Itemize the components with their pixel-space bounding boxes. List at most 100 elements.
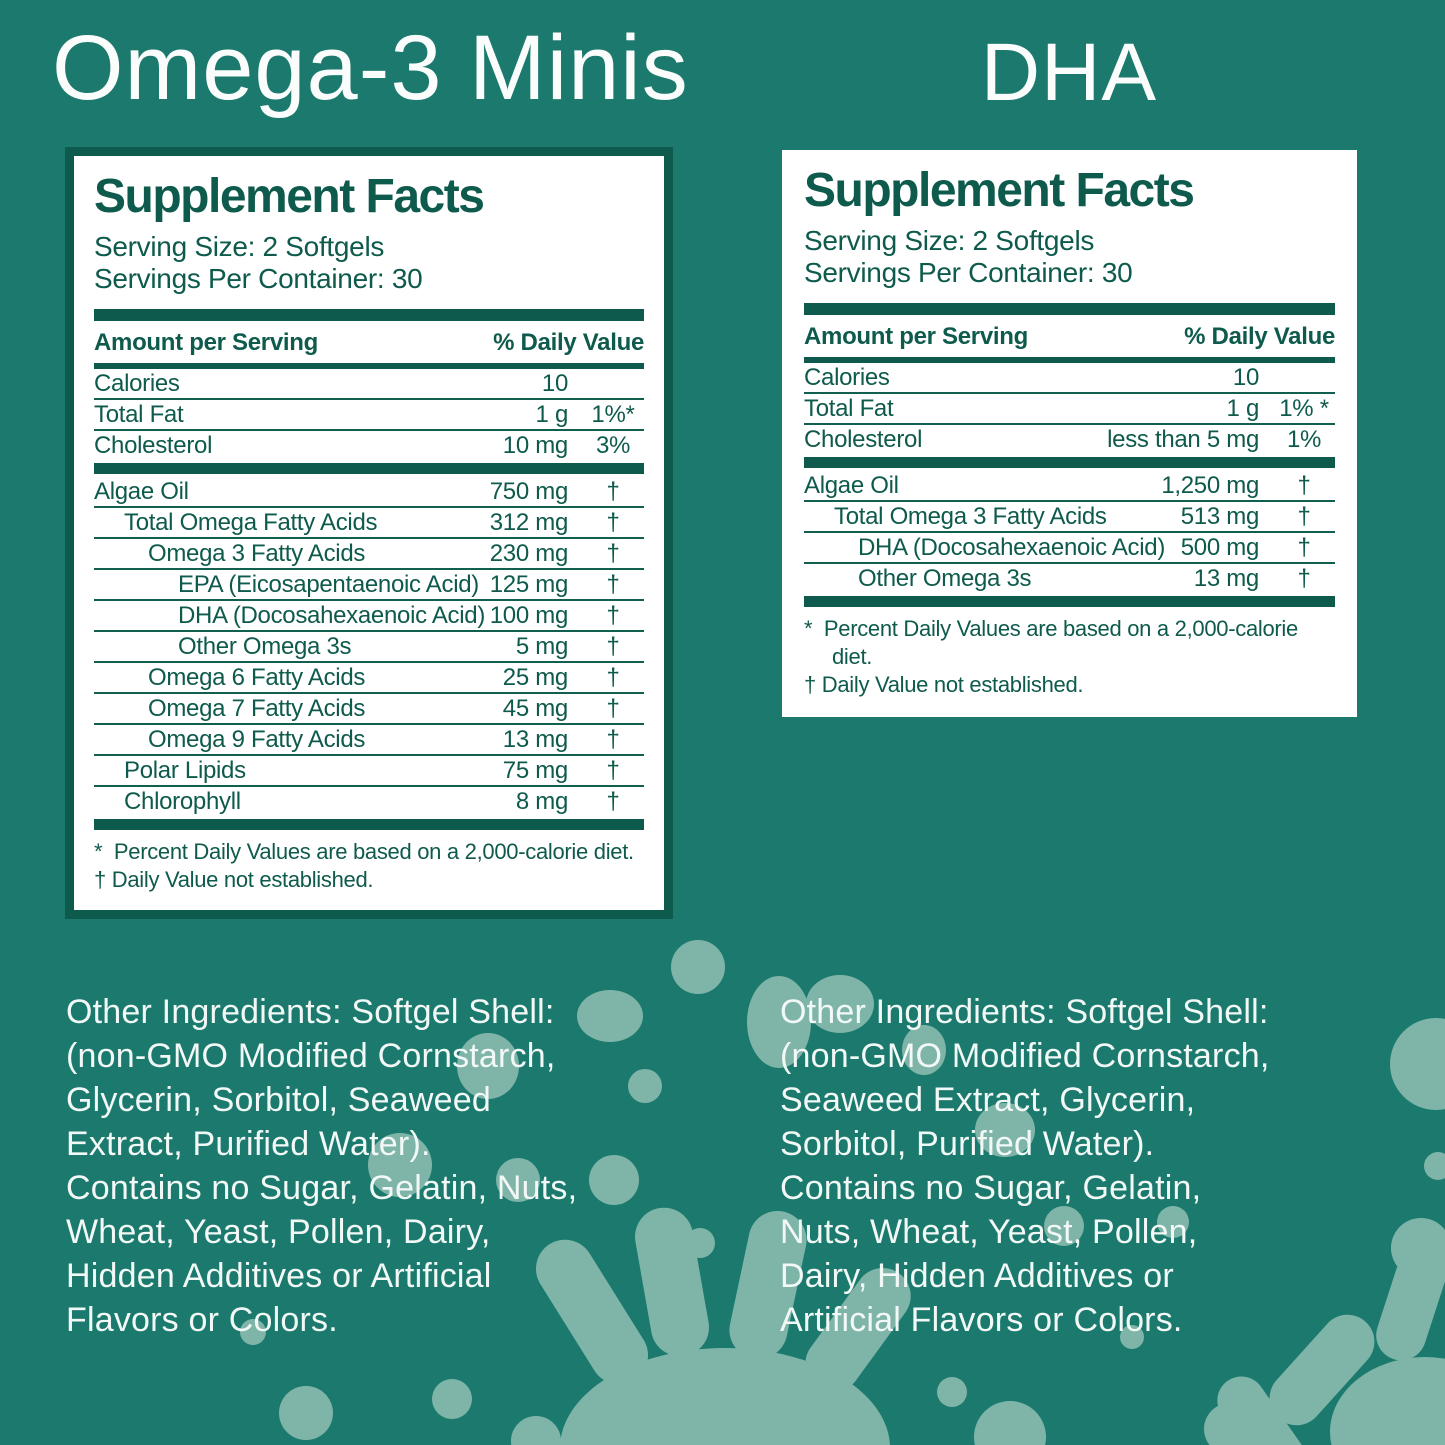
nutrient-row: Omega 9 Fatty Acids 13 mg †	[94, 725, 644, 756]
nutrient-amount: 75 mg	[502, 756, 569, 784]
divider-bar	[804, 595, 1335, 607]
nutrient-name: Other Omega 3s	[178, 632, 352, 660]
nutrient-daily-value: 3%	[595, 431, 631, 459]
nutrient-row: Calories 10	[94, 369, 644, 400]
nutrient-name: Other Omega 3s	[858, 564, 1032, 592]
servings-per-container: Servings Per Container: 30	[804, 256, 1133, 288]
nutrient-row: DHA (Docosahexaenoic Acid) 500 mg †	[804, 533, 1335, 564]
daily-value-header: % Daily Value	[1184, 322, 1335, 350]
nutrient-row: Calories 10	[804, 363, 1335, 394]
product-title-dha: DHA	[980, 27, 1158, 118]
divider-bar	[804, 456, 1335, 468]
nutrient-daily-value: †	[606, 725, 620, 753]
nutrient-name: Omega 6 Fatty Acids	[148, 663, 366, 691]
nutrient-daily-value: †	[606, 694, 620, 722]
footnote-dagger: † Daily Value not established.	[804, 671, 1084, 697]
servings-per-container: Servings Per Container: 30	[94, 262, 423, 294]
nutrient-amount: 1,250 mg	[1161, 471, 1259, 499]
footnote-daily-values: * Percent Daily Values are based on a 2,…	[94, 838, 634, 864]
nutrient-row: Other Omega 3s 5 mg †	[94, 632, 644, 663]
supplement-facts-panel-omega3: Supplement Facts Serving Size: 2 Softgel…	[65, 147, 673, 919]
nutrient-name: Algae Oil	[94, 477, 189, 505]
nutrient-daily-value: †	[606, 477, 620, 505]
nutrient-name: Total Omega 3 Fatty Acids	[834, 502, 1107, 530]
nutrient-row: Other Omega 3s 13 mg †	[804, 564, 1335, 593]
table-header-row: Amount per Serving % Daily Value	[94, 328, 644, 356]
supplement-facts-heading: Supplement Facts	[804, 164, 1195, 217]
nutrient-amount: 513 mg	[1180, 502, 1260, 530]
nutrient-amount: 45 mg	[502, 694, 569, 722]
nutrient-row: Total Omega Fatty Acids 312 mg †	[94, 508, 644, 539]
nutrient-daily-value: †	[1297, 533, 1311, 561]
nutrient-daily-value: †	[606, 632, 620, 660]
nutrient-amount: 10	[1232, 363, 1259, 391]
divider-bar	[94, 362, 644, 369]
nutrient-row: Polar Lipids 75 mg †	[94, 756, 644, 787]
nutrient-amount: 10 mg	[502, 431, 569, 459]
nutrient-amount: 5 mg	[515, 632, 568, 660]
nutrient-amount: 500 mg	[1180, 533, 1260, 561]
nutrient-name: EPA (Eicosapentaenoic Acid)	[178, 570, 479, 598]
divider-bar	[804, 356, 1335, 363]
nutrient-amount: 125 mg	[489, 570, 569, 598]
nutrient-daily-value: †	[1297, 471, 1311, 499]
nutrient-daily-value: †	[606, 570, 620, 598]
nutrient-row: Omega 6 Fatty Acids 25 mg †	[94, 663, 644, 694]
nutrient-row: Total Fat 1 g 1% *	[804, 394, 1335, 425]
nutrient-name: Cholesterol	[804, 425, 923, 453]
nutrient-daily-value: †	[606, 663, 620, 691]
nutrient-amount: 25 mg	[502, 663, 569, 691]
nutrient-row: Algae Oil 1,250 mg †	[804, 471, 1335, 502]
nutrient-amount: 1 g	[535, 400, 569, 428]
amount-per-serving-header: Amount per Serving	[94, 328, 318, 356]
nutrient-name: Omega 9 Fatty Acids	[148, 725, 366, 753]
divider-bar	[804, 302, 1335, 315]
nutrient-daily-value: †	[606, 601, 620, 629]
nutrient-name: Total Fat	[804, 394, 894, 422]
divider-bar	[94, 462, 644, 474]
nutrient-row: Cholesterol 10 mg 3%	[94, 431, 644, 460]
footnote-daily-values: * Percent Daily Values are based on a 2,…	[804, 615, 1304, 669]
supplement-facts-heading: Supplement Facts	[94, 170, 485, 223]
nutrient-name: Total Omega Fatty Acids	[124, 508, 378, 536]
nutrient-daily-value: †	[606, 539, 620, 567]
nutrient-name: Algae Oil	[804, 471, 899, 499]
nutrient-row: DHA (Docosahexaenoic Acid) 100 mg †	[94, 601, 644, 632]
serving-size: Serving Size: 2 Softgels	[94, 230, 385, 262]
nutrient-name: Chlorophyll	[124, 787, 241, 815]
supplement-facts-panel-dha: Supplement Facts Serving Size: 2 Softgel…	[782, 150, 1357, 717]
nutrient-amount: 10	[541, 369, 568, 397]
other-ingredients-dha: Other Ingredients: Softgel Shell: (non-G…	[780, 993, 1270, 1339]
nutrient-row: Total Omega 3 Fatty Acids 513 mg †	[804, 502, 1335, 533]
nutrient-row: Omega 7 Fatty Acids 45 mg †	[94, 694, 644, 725]
nutrient-daily-value: †	[1297, 502, 1311, 530]
nutrient-amount: 230 mg	[489, 539, 569, 567]
nutrient-amount: 13 mg	[1193, 564, 1260, 592]
nutrient-daily-value: 1%*	[591, 400, 635, 428]
nutrient-name: DHA (Docosahexaenoic Acid)	[178, 601, 486, 629]
nutrient-name: DHA (Docosahexaenoic Acid)	[858, 533, 1166, 561]
nutrient-amount: less than 5 mg	[1107, 425, 1259, 453]
nutrient-table: Calories 10 Total Fat 1 g 1%* Cholesterol 10 m…	[94, 369, 644, 830]
nutrient-row: Total Fat 1 g 1%*	[94, 400, 644, 431]
nutrient-name: Omega 3 Fatty Acids	[148, 539, 366, 567]
amount-per-serving-header: Amount per Serving	[804, 322, 1028, 350]
nutrient-amount: 13 mg	[502, 725, 569, 753]
nutrient-row: Omega 3 Fatty Acids 230 mg †	[94, 539, 644, 570]
nutrient-name: Calories	[804, 363, 890, 391]
nutrient-row: Algae Oil 750 mg †	[94, 477, 644, 508]
nutrient-amount: 100 mg	[489, 601, 569, 629]
nutrient-row: Chlorophyll 8 mg †	[94, 787, 644, 816]
other-ingredients-omega3: Other Ingredients: Softgel Shell: (non-G…	[66, 993, 578, 1339]
nutrient-daily-value: 1%	[1286, 425, 1322, 453]
nutrient-table: Calories 10 Total Fat 1 g 1% * Cholesterol les…	[804, 363, 1335, 607]
divider-bar	[94, 308, 644, 321]
footnote-dagger: † Daily Value not established.	[94, 866, 374, 892]
daily-value-header: % Daily Value	[493, 328, 644, 356]
nutrient-row: EPA (Eicosapentaenoic Acid) 125 mg †	[94, 570, 644, 601]
nutrient-name: Polar Lipids	[124, 756, 246, 784]
divider-bar	[94, 818, 644, 830]
nutrient-daily-value: †	[606, 508, 620, 536]
nutrient-row: Cholesterol less than 5 mg 1%	[804, 425, 1335, 454]
